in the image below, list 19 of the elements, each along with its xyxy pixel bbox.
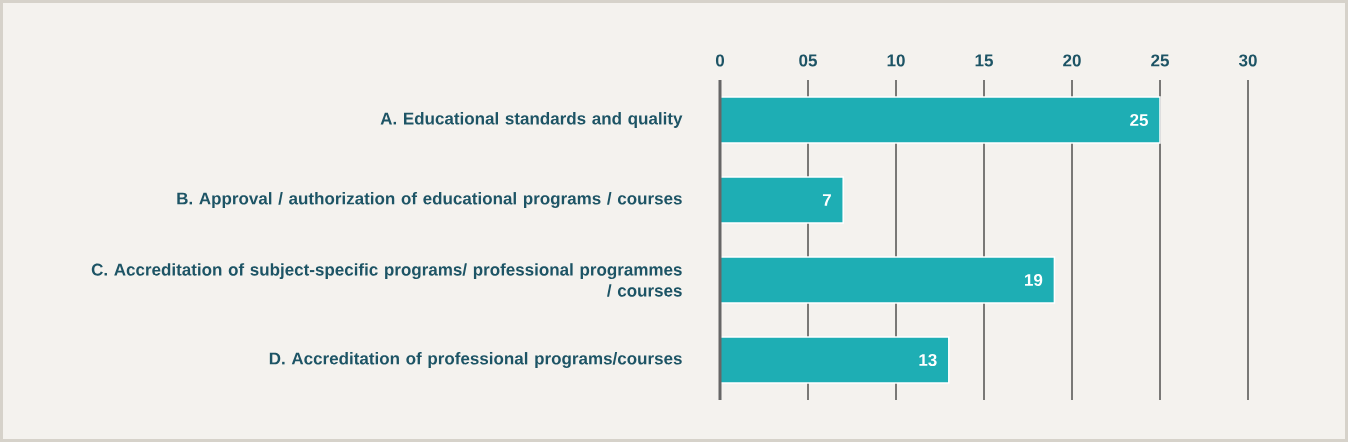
- x-tick-label: 15: [975, 54, 993, 67]
- y-tick-label: C. Accreditation of subject-specific programs/ professional programmes / courses: [91, 263, 682, 297]
- data-label: 7: [822, 194, 831, 206]
- x-tick-label: 25: [1151, 54, 1169, 67]
- bar: [719, 176, 844, 224]
- x-tick-label: 05: [799, 54, 817, 67]
- y-tick-label: A. Educational standards and quality: [380, 112, 683, 128]
- x-tick-label: 30: [1238, 54, 1257, 67]
- y-tick-label: D. Accreditation of professional programs/courses: [269, 352, 682, 368]
- data-label: 13: [919, 353, 937, 367]
- data-label: 25: [1130, 113, 1148, 127]
- x-tick-label: 0: [715, 54, 725, 67]
- bar: [719, 336, 950, 384]
- data-label: 19: [1025, 273, 1043, 287]
- bar: [719, 256, 1056, 304]
- x-tick-label: 20: [1063, 54, 1081, 67]
- y-tick-label: B. Approval / authorization of educational programs / courses: [177, 192, 682, 208]
- bar: [719, 96, 1161, 144]
- x-tick-label: 10: [887, 54, 905, 67]
